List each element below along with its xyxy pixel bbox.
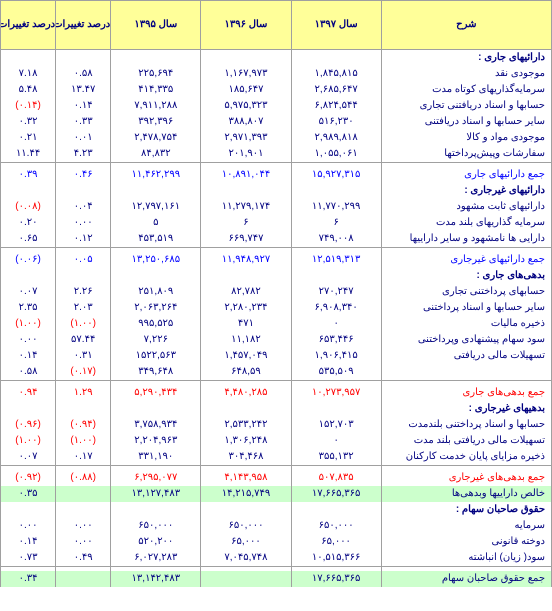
- table-row: سرمایه گذاریهای بلند مدت۶۶۵۰.۰۰۰.۲۰: [1, 215, 552, 231]
- table-row: جمع دارائیهای غیرجاری۱۲,۵۱۹,۳۱۳۱۱,۹۴۸,۹۲…: [1, 252, 552, 268]
- table-row: دارائیهای ثابت مشهود۱۱,۷۷۰,۲۹۹۱۱,۲۷۹,۱۷۴…: [1, 199, 552, 215]
- table-row: سود سهام پیشنهادی وپرداختنی۶۵۳,۴۴۶۱۱,۱۸۲…: [1, 332, 552, 348]
- table-row: سود( زیان) انباشته۱۰,۵۱۵,۳۶۶۷,۰۴۵,۷۴۸۶,۰…: [1, 550, 552, 567]
- table-row: موجودی مواد و کالا۲,۹۸۹,۸۱۸۲,۹۷۱,۳۹۳۲,۴۷…: [1, 130, 552, 146]
- col-y2: سال ۱۳۹۶: [201, 1, 291, 50]
- table-row: تسهیلات مالی دریافتی۱,۹۰۶,۴۱۵۱,۴۵۷,۰۴۹۱۵…: [1, 348, 552, 364]
- table-row: سرمایه‌گذاریهای کوتاه مدت۲,۶۸۵,۶۴۷۱۸۵,۶۴…: [1, 82, 552, 98]
- table-row: سایر حسابها و اسناد دریافتنی۵۱۶,۲۳۰۳۸۸,۸…: [1, 114, 552, 130]
- table-row: ذخیره مزایای پایان خدمت کارکنان۳۵۵,۱۳۲۳۰…: [1, 449, 552, 466]
- table-row: سرمایه۶۵۰,۰۰۰۶۵۰,۰۰۰۶۵۰,۰۰۰۰.۰۰۰.۰۰: [1, 518, 552, 534]
- table-row: جمع حقوق صاحبان سهام۱۷,۶۶۵,۳۶۵۱۳,۱۴۲,۴۸۳…: [1, 571, 552, 587]
- table-row: دارائیهای غیرجاری :: [1, 183, 552, 199]
- table-row: موجودی نقد۱,۸۴۵,۸۱۵۱,۱۶۷,۹۷۳۲۲۵,۶۹۴۰.۵۸۷…: [1, 66, 552, 82]
- table-row: حسابها و اسناد پرداختنی بلندمدت۱۵۲,۷۰۳۲,…: [1, 417, 552, 433]
- table-row: بدهی‌های جاری :: [1, 268, 552, 284]
- col-y1: سال ۱۳۹۷: [291, 1, 381, 50]
- col-pct2: درصد تغییرات سال ۹۷به ۹۵: [1, 1, 56, 50]
- header-row: شرح سال ۱۳۹۷ سال ۱۳۹۶ سال ۱۳۹۵ درصد تغیی…: [1, 1, 552, 50]
- table-row: ۵۳۵,۵۰۹۶۴۸,۵۹۳۴۹,۶۴۸(۰.۱۷)۰.۵۸: [1, 364, 552, 381]
- col-desc: شرح: [381, 1, 551, 50]
- table-row: جمع بدهی‌های جاری۱۰,۲۷۳,۹۵۷۴,۴۸۰,۲۸۵۵,۲۹…: [1, 385, 552, 401]
- table-row: تسهیلات مالی دریافتی بلند مدت۰۱,۳۰۶,۲۴۸۲…: [1, 433, 552, 449]
- table-row: حقوق صاحبان سهام :: [1, 502, 552, 518]
- table-row: سایر حسابها و اسناد پرداختنی۶,۹۰۸,۳۴۰۲,۲…: [1, 300, 552, 316]
- table-row: جمع بدهی‌های غیرجاری۵۰۷,۸۳۵۴,۱۴۳,۹۵۸۶,۲۹…: [1, 470, 552, 486]
- financial-table: شرح سال ۱۳۹۷ سال ۱۳۹۶ سال ۱۳۹۵ درصد تغیی…: [0, 0, 552, 587]
- col-pct1: درصد تغییرات سال ۹۷به ۹۶: [56, 1, 111, 50]
- col-y3: سال ۱۳۹۵: [111, 1, 201, 50]
- table-row: خالص داراییها وبدهی‌ها۱۷,۶۶۵,۳۶۵۱۴,۲۱۵,۷…: [1, 486, 552, 502]
- table-row: بدهیهای غیرجاری :: [1, 401, 552, 417]
- table-body: دارائیهای جاری :موجودی نقد۱,۸۴۵,۸۱۵۱,۱۶۷…: [1, 50, 552, 588]
- table-row: ذخیره مالیات۰۴۷۱۹۹۵,۵۲۵(۱.۰۰)(۱.۰۰): [1, 316, 552, 332]
- table-row: دارایی ها نامشهود و سایر داراییها۷۴۹,۰۰۸…: [1, 231, 552, 248]
- table-row: سفارشات وپیش‌پرداختها۱,۰۵۵,۰۶۱۲۰۱,۹۰۱۸۴,…: [1, 146, 552, 163]
- table-row: جمع دارائیهای جاری۱۵,۹۲۷,۳۱۵۱۰,۸۹۱,۰۴۴۱۱…: [1, 167, 552, 183]
- table-row: دوخته قانونی۶۵,۰۰۰۶۵,۰۰۰۵۲۰,۲۰۰۰.۰۰۰.۱۴: [1, 534, 552, 550]
- table-row: دارائیهای جاری :: [1, 50, 552, 67]
- table-row: حسابها و اسناد دریافتنی تجاری۶,۸۲۴,۵۴۴۵,…: [1, 98, 552, 114]
- table-row: حسابهای پرداختنی تجاری۲۷۰,۲۴۷۸۲,۷۸۲۲۵۱,۸…: [1, 284, 552, 300]
